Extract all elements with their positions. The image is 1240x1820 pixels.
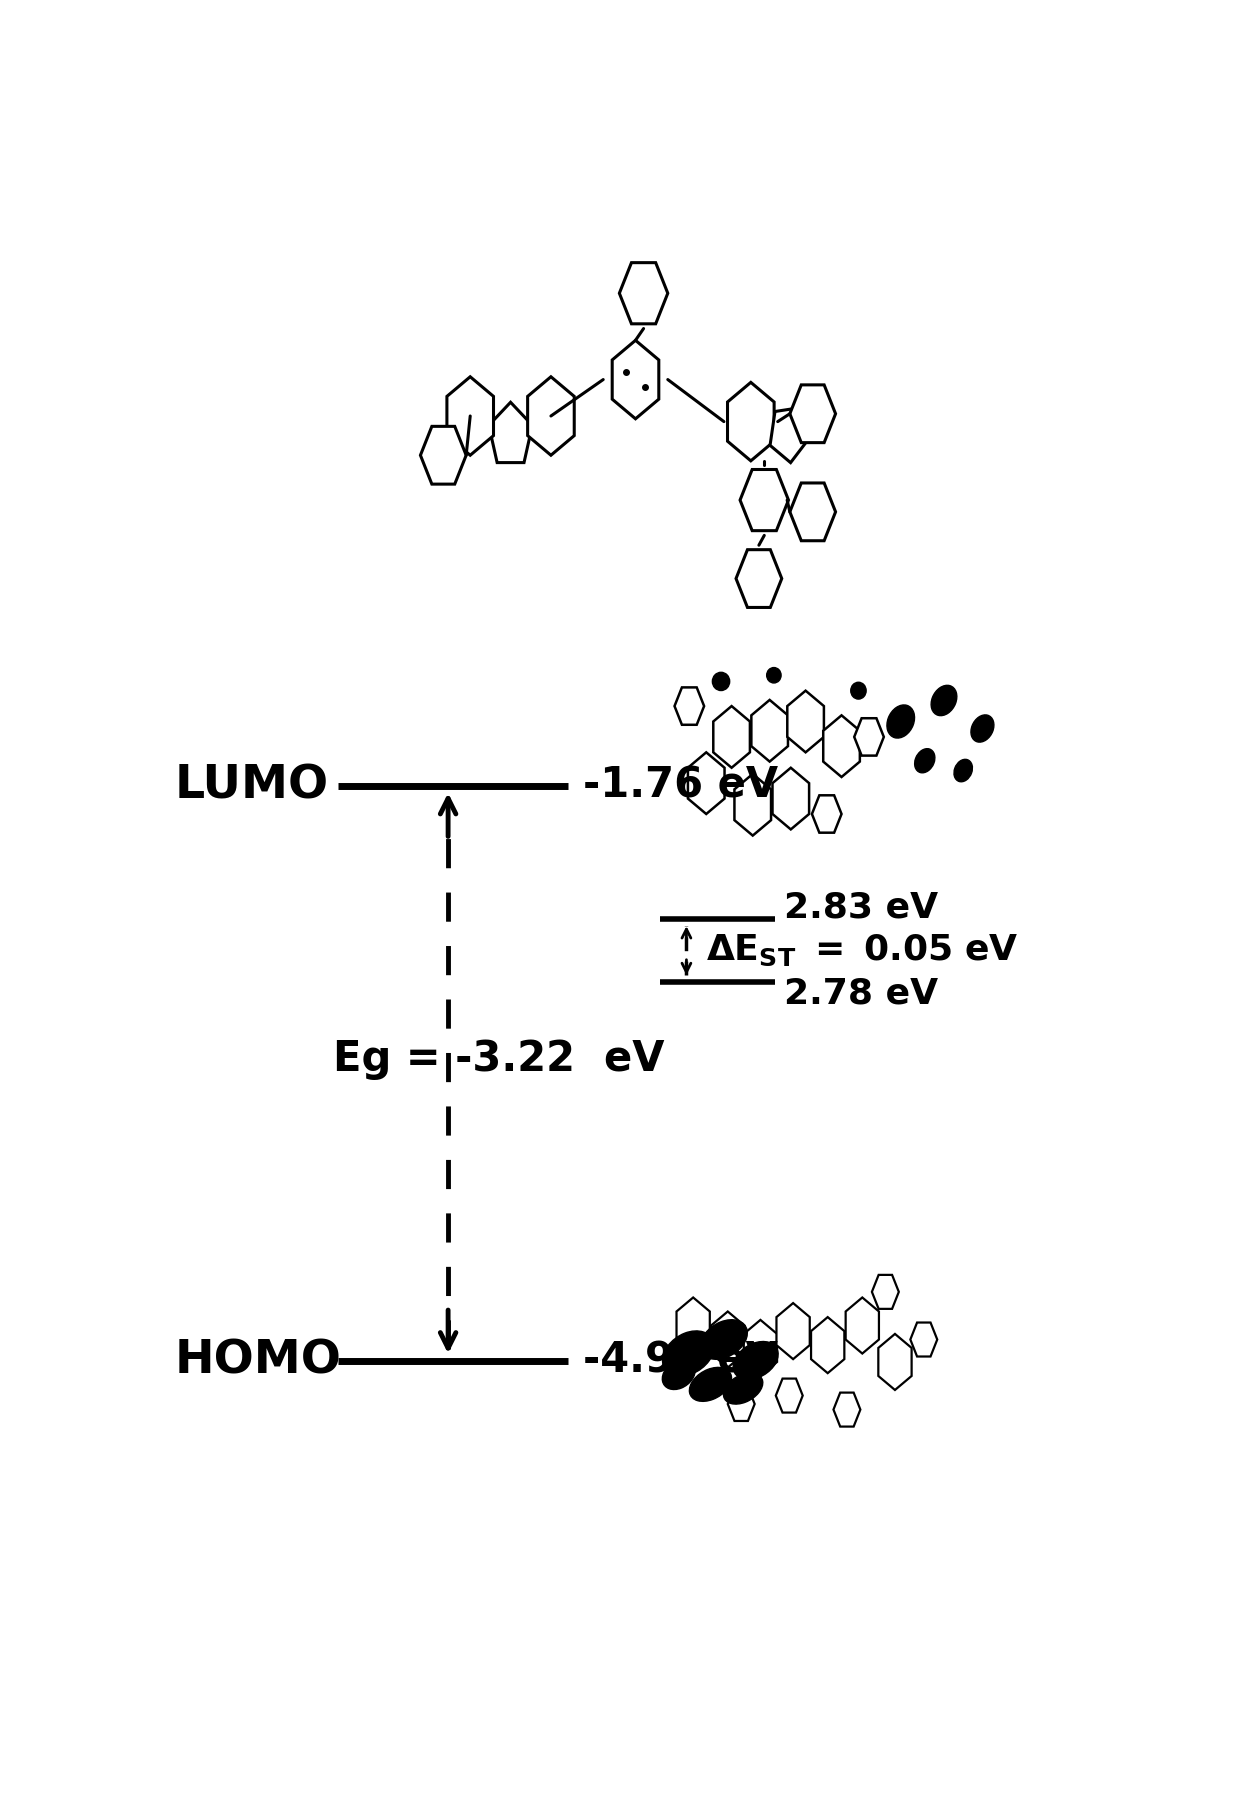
Polygon shape	[420, 426, 466, 484]
Ellipse shape	[662, 1360, 696, 1389]
Text: $\mathbf{\Delta E_{ST}\ =\ 0.05\ eV}$: $\mathbf{\Delta E_{ST}\ =\ 0.05\ eV}$	[706, 934, 1018, 968]
Polygon shape	[528, 377, 574, 455]
Polygon shape	[790, 482, 836, 541]
Polygon shape	[776, 1378, 802, 1412]
Polygon shape	[728, 382, 774, 460]
Ellipse shape	[723, 1372, 763, 1403]
Polygon shape	[823, 715, 859, 777]
Polygon shape	[728, 1387, 755, 1421]
Polygon shape	[619, 262, 668, 324]
Polygon shape	[773, 768, 810, 830]
Text: -1.76 eV: -1.76 eV	[583, 764, 777, 806]
Text: HOMO: HOMO	[174, 1338, 341, 1383]
Text: Eg = -3.22  eV: Eg = -3.22 eV	[332, 1037, 665, 1081]
Ellipse shape	[954, 759, 972, 783]
Polygon shape	[613, 340, 658, 419]
Polygon shape	[910, 1323, 937, 1356]
Polygon shape	[737, 550, 781, 608]
Polygon shape	[740, 470, 789, 531]
Polygon shape	[872, 1274, 899, 1309]
Polygon shape	[688, 752, 724, 814]
Polygon shape	[787, 690, 823, 752]
Text: 2.78 eV: 2.78 eV	[785, 976, 939, 1010]
Ellipse shape	[733, 1341, 779, 1380]
Ellipse shape	[887, 704, 915, 739]
Polygon shape	[776, 1303, 810, 1360]
Ellipse shape	[766, 668, 781, 682]
Polygon shape	[846, 1298, 879, 1354]
Text: -4.98 eV: -4.98 eV	[583, 1340, 777, 1381]
Polygon shape	[751, 701, 787, 761]
Ellipse shape	[701, 1320, 748, 1360]
Polygon shape	[677, 1298, 709, 1354]
Polygon shape	[711, 1312, 744, 1367]
Ellipse shape	[971, 715, 994, 743]
Ellipse shape	[915, 748, 935, 774]
Ellipse shape	[931, 686, 957, 715]
Ellipse shape	[662, 1330, 714, 1376]
Polygon shape	[744, 1320, 777, 1376]
Polygon shape	[489, 402, 532, 462]
Ellipse shape	[689, 1367, 732, 1401]
Polygon shape	[811, 1318, 844, 1372]
Polygon shape	[675, 688, 704, 724]
Polygon shape	[833, 1392, 861, 1427]
Text: 2.83 eV: 2.83 eV	[785, 890, 939, 925]
Ellipse shape	[851, 682, 866, 699]
Polygon shape	[812, 795, 842, 834]
Polygon shape	[770, 408, 808, 462]
Text: LUMO: LUMO	[174, 763, 329, 808]
Polygon shape	[446, 377, 494, 455]
Polygon shape	[878, 1334, 911, 1390]
Polygon shape	[713, 706, 750, 768]
Polygon shape	[734, 774, 771, 835]
Polygon shape	[790, 384, 836, 442]
Ellipse shape	[712, 672, 729, 690]
Polygon shape	[854, 719, 884, 755]
